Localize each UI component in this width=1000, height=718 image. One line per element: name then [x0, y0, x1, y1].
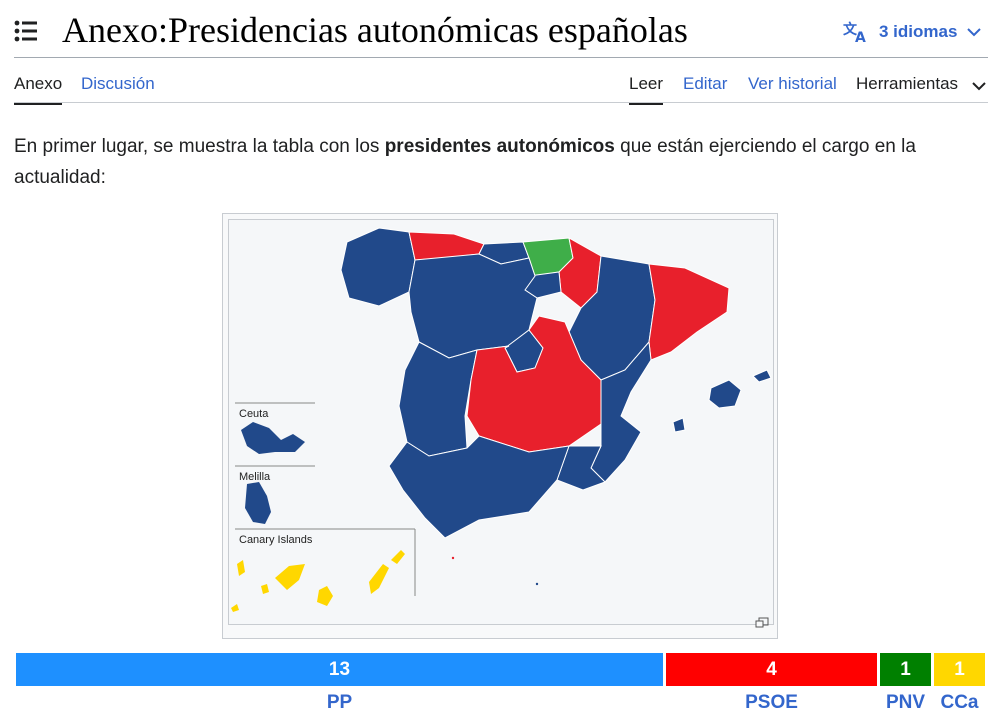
inset-canary-la-palma [237, 560, 245, 576]
region-balearic-menorca [752, 369, 772, 383]
page-header: Anexo:Presidencias autonómicas españolas… [0, 0, 1000, 60]
tools-menu-button[interactable]: Herramientas [856, 73, 958, 95]
inset-label-melilla: Melilla [239, 471, 271, 483]
seat-count-cca: 1 [954, 658, 965, 680]
inset-label-ceuta: Ceuta [239, 408, 269, 420]
inset-canary-gomera [261, 584, 269, 594]
inset-canary-gran-canaria [317, 586, 333, 606]
page-tabs: Anexo Discusión Leer Editar Ver historia… [0, 60, 1000, 105]
tab-edit[interactable]: Editar [683, 74, 728, 93]
presidents-link-text: presidentes autonómicos [384, 136, 615, 157]
region-castilla-la-mancha [466, 315, 602, 453]
map-canvas: Ceuta Melilla Canary Islands [228, 219, 774, 625]
party-link-cca[interactable]: CCa [940, 692, 979, 713]
inset-melilla-shape [245, 482, 271, 524]
inset-canary-fuerteventura [369, 564, 389, 594]
tools-chevron-down-icon [972, 78, 986, 96]
seat-count-pnv: 1 [900, 658, 911, 680]
party-link-pp[interactable]: PP [326, 692, 353, 713]
region-catalonia [648, 263, 730, 361]
region-andalusia [388, 435, 570, 539]
region-balearic-mallorca [708, 379, 742, 409]
party-link-pnv[interactable]: PNV [885, 692, 926, 713]
tab-annex[interactable]: Anexo [14, 74, 63, 105]
inset-ceuta-shape [241, 422, 305, 454]
region-balearic-ibiza [672, 417, 686, 433]
tab-discussion[interactable]: Discusión [81, 74, 155, 93]
inset-label-canary: Canary Islands [239, 534, 313, 546]
inset-canary-tenerife [275, 564, 305, 590]
spain-map [231, 227, 772, 612]
translate-icon: 文 A [843, 21, 869, 43]
tab-read[interactable]: Leer [629, 74, 664, 105]
languages-label: 3 idiomas [879, 22, 958, 41]
svg-text:A: A [855, 30, 866, 43]
chevron-down-icon [967, 27, 982, 37]
intro-paragraph: En primer lugar, se muestra la tabla con… [14, 136, 916, 188]
inset-canary-lanzarote [391, 550, 405, 564]
page-title: Anexo:Presidencias autonómicas españolas [62, 10, 688, 50]
seat-count-psoe: 4 [766, 658, 777, 680]
seat-bar-pp: 13 [16, 653, 663, 686]
spain-map-figure[interactable]: Ceuta Melilla Canary Islands [222, 213, 778, 639]
language-selector-button[interactable]: 文 A 3 idiomas [843, 20, 982, 44]
seat-count-pp: 13 [328, 658, 351, 680]
seat-bar-pnv: 1 [880, 653, 931, 686]
tab-history[interactable]: Ver historial [748, 74, 837, 93]
svg-text:文: 文 [843, 21, 858, 38]
party-link-psoe[interactable]: PSOE [745, 692, 798, 713]
tabs-divider [14, 102, 988, 103]
title-divider [14, 57, 988, 58]
tools-label: Herramientas [856, 74, 959, 93]
seat-bar-cca: 1 [934, 653, 985, 686]
region-extremadura [398, 341, 478, 457]
main-menu-icon[interactable] [14, 20, 38, 42]
region-galicia [340, 227, 416, 307]
region-melilla-marker [535, 582, 539, 586]
enlarge-icon[interactable] [755, 616, 769, 634]
inset-canary-hierro [231, 604, 239, 612]
seat-bar-psoe: 4 [666, 653, 877, 686]
region-ceuta-marker [451, 556, 455, 560]
